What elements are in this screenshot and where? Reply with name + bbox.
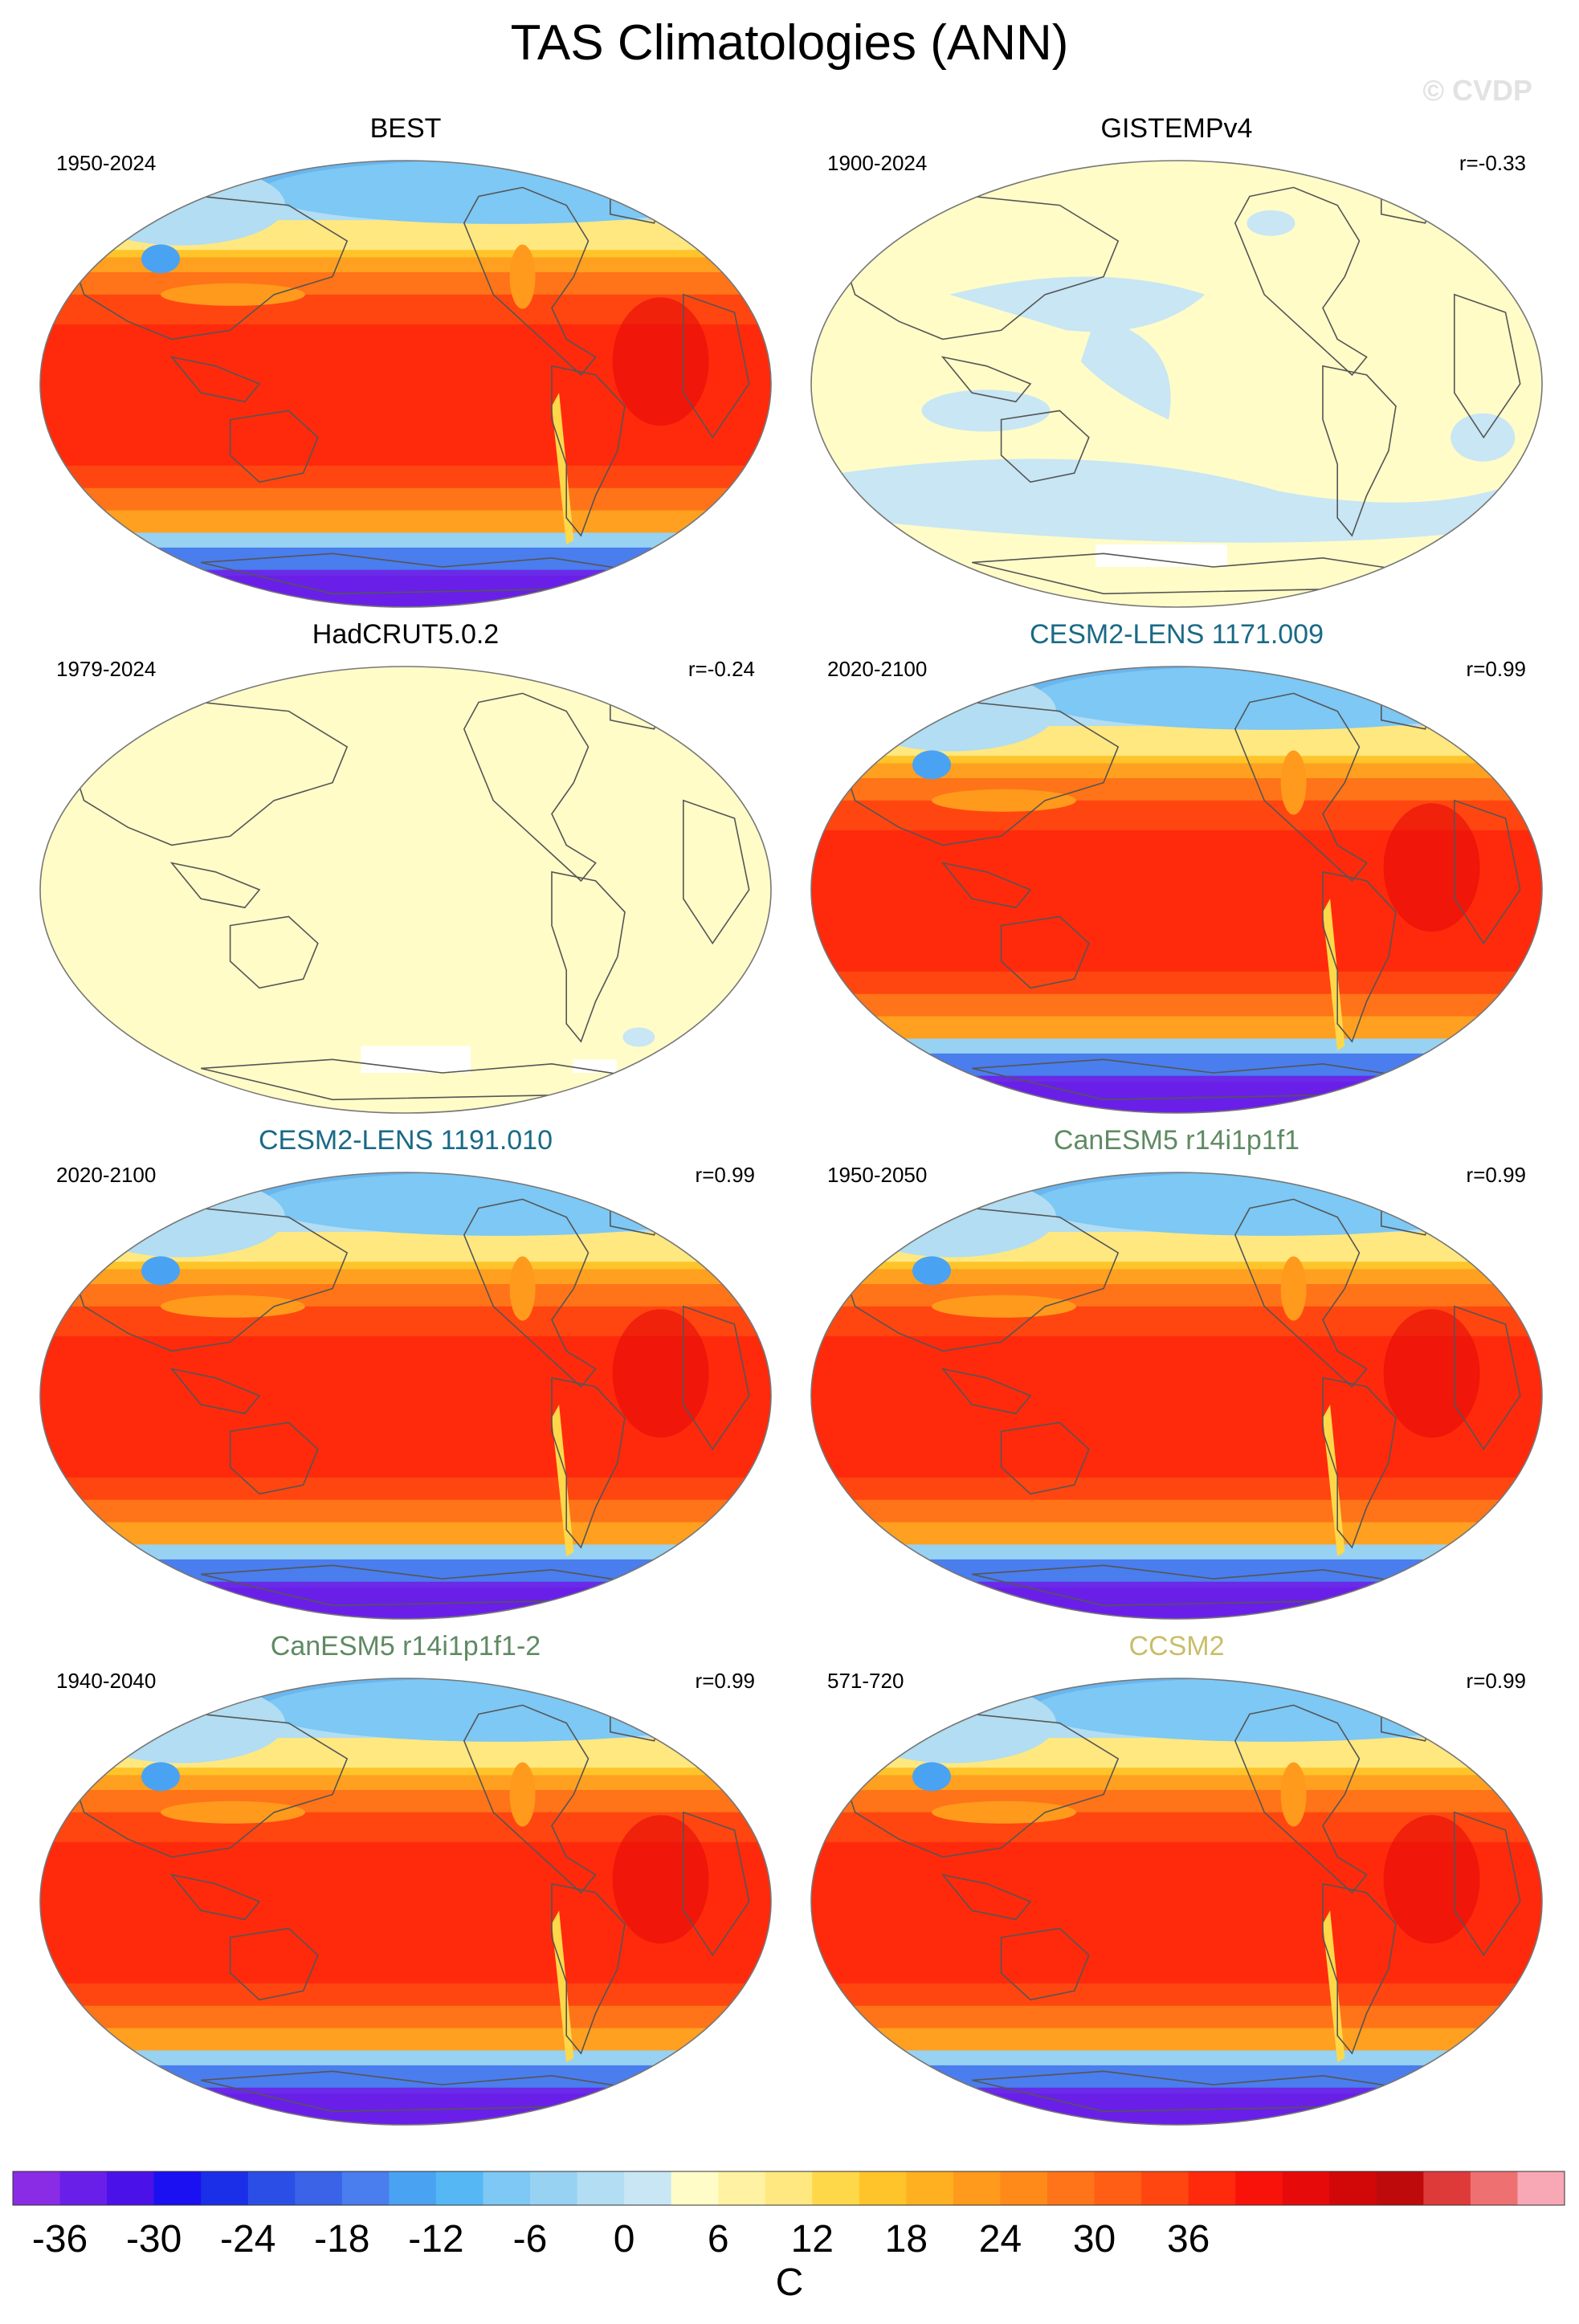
colorbar-tick-label: -6 xyxy=(513,2218,548,2261)
colorbar-swatch xyxy=(1141,2171,1189,2205)
panel-period: 1900-2024 xyxy=(827,151,928,175)
panel-title: CanESM5 r14i1p1f1-2 xyxy=(270,1631,541,1661)
colorbar-tick-label: 30 xyxy=(1073,2218,1116,2261)
colorbar-unit-label: C xyxy=(776,2261,804,2304)
panel-title: CCSM2 xyxy=(1128,1631,1225,1661)
colorbar-tick-label: 6 xyxy=(708,2218,729,2261)
panel-period: 1979-2024 xyxy=(56,657,157,681)
panel-title: CanESM5 r14i1p1f1 xyxy=(1053,1125,1300,1156)
global-map xyxy=(810,1172,1543,1620)
global-map xyxy=(39,160,772,608)
map-panel: HadCRUT5.0.2 1979-2024 r=-0.24 xyxy=(32,618,779,1124)
colorbar-swatch xyxy=(1188,2171,1236,2205)
colorbar-swatch xyxy=(341,2171,390,2205)
colorbar-tick-label: 24 xyxy=(979,2218,1022,2261)
colorbar-swatch xyxy=(1423,2171,1471,2205)
panel-title: BEST xyxy=(369,113,442,144)
panel-pattern-correlation: r=0.99 xyxy=(1466,657,1526,681)
panel-title: CESM2-LENS 1191.010 xyxy=(258,1125,553,1156)
colorbar-tick-label: -30 xyxy=(126,2218,182,2261)
colorbar-swatch xyxy=(1235,2171,1283,2205)
colorbar-tick-label: 0 xyxy=(614,2218,635,2261)
map-panel: CanESM5 r14i1p1f1 1950-2050 r=0.99 xyxy=(803,1124,1550,1630)
colorbar-swatch xyxy=(201,2171,249,2205)
colorbar-swatch xyxy=(295,2171,343,2205)
colorbar-tick-label: -36 xyxy=(32,2218,88,2261)
colorbar-tick-label: -12 xyxy=(408,2218,463,2261)
colorbar-swatch xyxy=(953,2171,1001,2205)
colorbar-swatch xyxy=(765,2171,813,2205)
map-panel: BEST 1950-2024 xyxy=(32,112,779,618)
colorbar-swatch xyxy=(1517,2171,1565,2205)
panel-period: 2020-2100 xyxy=(56,1163,157,1187)
colorbar-swatch xyxy=(1094,2171,1142,2205)
colorbar-tick-label: -18 xyxy=(314,2218,369,2261)
map-panel: CanESM5 r14i1p1f1-2 1940-2040 r=0.99 xyxy=(32,1630,779,2136)
panel-pattern-correlation: r=-0.33 xyxy=(1459,151,1526,175)
colorbar-swatch xyxy=(59,2171,108,2205)
colorbar-swatch xyxy=(1047,2171,1096,2205)
panel-pattern-correlation: r=0.99 xyxy=(1466,1669,1526,1693)
panel-period: 1950-2050 xyxy=(827,1163,928,1187)
panel-pattern-correlation: r=0.99 xyxy=(695,1163,755,1187)
colorbar-swatch xyxy=(435,2171,483,2205)
global-map xyxy=(810,160,1543,608)
colorbar-swatch xyxy=(624,2171,672,2205)
colorbar-tick-label: 12 xyxy=(791,2218,834,2261)
colorbar-tick-label: 36 xyxy=(1167,2218,1210,2261)
colorbar-swatch xyxy=(1470,2171,1518,2205)
colorbar-swatch xyxy=(718,2171,766,2205)
colorbar-swatch xyxy=(247,2171,296,2205)
colorbar-swatch xyxy=(859,2171,907,2205)
global-map xyxy=(39,666,772,1114)
map-panel: CESM2-LENS 1191.010 2020-2100 r=0.99 xyxy=(32,1124,779,1630)
colorbar-swatch xyxy=(1000,2171,1048,2205)
panel-period: 2020-2100 xyxy=(827,657,928,681)
panel-period: 1950-2024 xyxy=(56,151,157,175)
colorbar-swatch xyxy=(812,2171,860,2205)
panel-period: 1940-2040 xyxy=(56,1669,157,1693)
colorbar-swatch xyxy=(1282,2171,1330,2205)
colorbar-tick-label: 18 xyxy=(885,2218,928,2261)
colorbar-tick-label: -24 xyxy=(220,2218,275,2261)
colorbar-swatch xyxy=(906,2171,954,2205)
global-map xyxy=(810,1678,1543,2126)
panel-pattern-correlation: r=-0.24 xyxy=(687,657,755,681)
colorbar-swatch xyxy=(671,2171,719,2205)
global-map xyxy=(39,1172,772,1620)
colorbar-swatch xyxy=(13,2171,61,2205)
page-title: TAS Climatologies (ANN) xyxy=(510,15,1069,71)
panel-period: 571-720 xyxy=(827,1669,904,1693)
map-panel: CESM2-LENS 1171.009 2020-2100 r=0.99 xyxy=(803,618,1550,1124)
colorbar: -36 -30 -24 -18 -12 -6 0 6 12 18 24 30 36 C xyxy=(12,2171,1565,2304)
colorbar-swatch xyxy=(153,2171,202,2205)
panel-pattern-correlation: r=0.99 xyxy=(1466,1163,1526,1187)
map-panel: CCSM2 571-720 r=0.99 xyxy=(803,1630,1550,2136)
panel-title: CESM2-LENS 1171.009 xyxy=(1029,619,1324,650)
colorbar-swatch xyxy=(1376,2171,1424,2205)
global-map xyxy=(810,666,1543,1114)
map-panel: GISTEMPv4 1900-2024 r=-0.33 xyxy=(803,112,1550,618)
cvdp-watermark: © CVDP xyxy=(1422,74,1532,107)
colorbar-swatch xyxy=(530,2171,578,2205)
colorbar-swatch xyxy=(1329,2171,1377,2205)
colorbar-swatch xyxy=(107,2171,155,2205)
colorbar-swatch xyxy=(577,2171,625,2205)
panel-title: HadCRUT5.0.2 xyxy=(312,619,500,650)
panel-title: GISTEMPv4 xyxy=(1100,113,1253,144)
colorbar-swatch xyxy=(389,2171,437,2205)
panel-pattern-correlation: r=0.99 xyxy=(695,1669,755,1693)
global-map xyxy=(39,1678,772,2126)
colorbar-swatch xyxy=(483,2171,531,2205)
